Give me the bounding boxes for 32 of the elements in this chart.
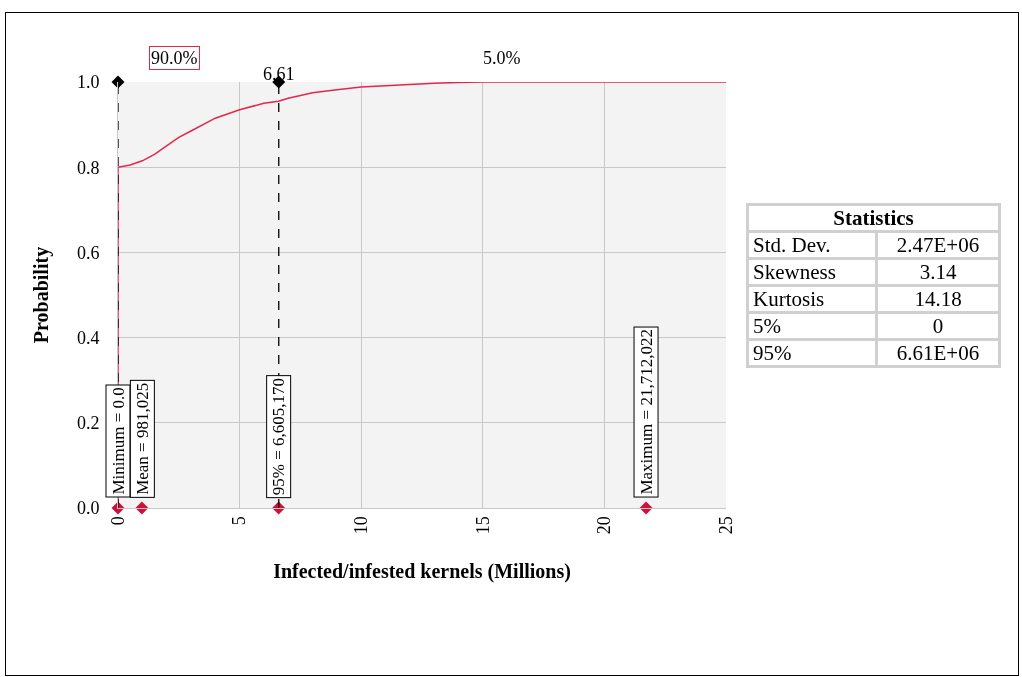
text: 2.47E+06 xyxy=(896,233,980,257)
x-tick-label: 20 xyxy=(594,516,615,535)
annotation: Maximum = 21,712,022 xyxy=(636,329,656,495)
y-tick-label: 0.4 xyxy=(76,327,100,348)
category-label: Skewness xyxy=(749,260,875,284)
category-label: 95% xyxy=(749,341,875,365)
annotation: Mean = 981,025 xyxy=(132,382,152,495)
text: 5.0% xyxy=(483,48,521,68)
text: 0 xyxy=(932,314,944,338)
text: 90.0% xyxy=(151,48,198,68)
y-tick-label: 1.0 xyxy=(76,72,100,93)
ref-line-label: 6.61 xyxy=(263,64,295,84)
y-axis-title: Probability xyxy=(30,246,54,344)
x-tick-label: 0 xyxy=(107,516,128,526)
text: 6.61E+06 xyxy=(896,341,980,365)
annotation: 95% = 6,605,170 xyxy=(269,377,289,496)
category-label: Std. Dev. xyxy=(749,233,875,257)
category-label: Kurtosis xyxy=(749,287,875,311)
x-axis-title: Infected/infested kernels (Millions) xyxy=(273,559,571,583)
y-tick-label: 0.0 xyxy=(76,498,100,519)
text: Statistics xyxy=(749,206,998,230)
text: 14.18 xyxy=(914,287,962,311)
y-tick-label: 0.6 xyxy=(76,242,100,263)
annotation: Minimum = 0.0 xyxy=(108,387,128,495)
x-tick-label: 25 xyxy=(715,516,736,535)
y-tick-label: 0.2 xyxy=(76,413,100,434)
x-tick-label: 5 xyxy=(229,516,250,526)
y-tick-label: 0.8 xyxy=(76,157,100,178)
x-tick-label: 15 xyxy=(472,516,493,535)
category-label: 5% xyxy=(749,314,875,338)
x-tick-label: 10 xyxy=(351,516,372,535)
text: 3.14 xyxy=(919,260,957,284)
